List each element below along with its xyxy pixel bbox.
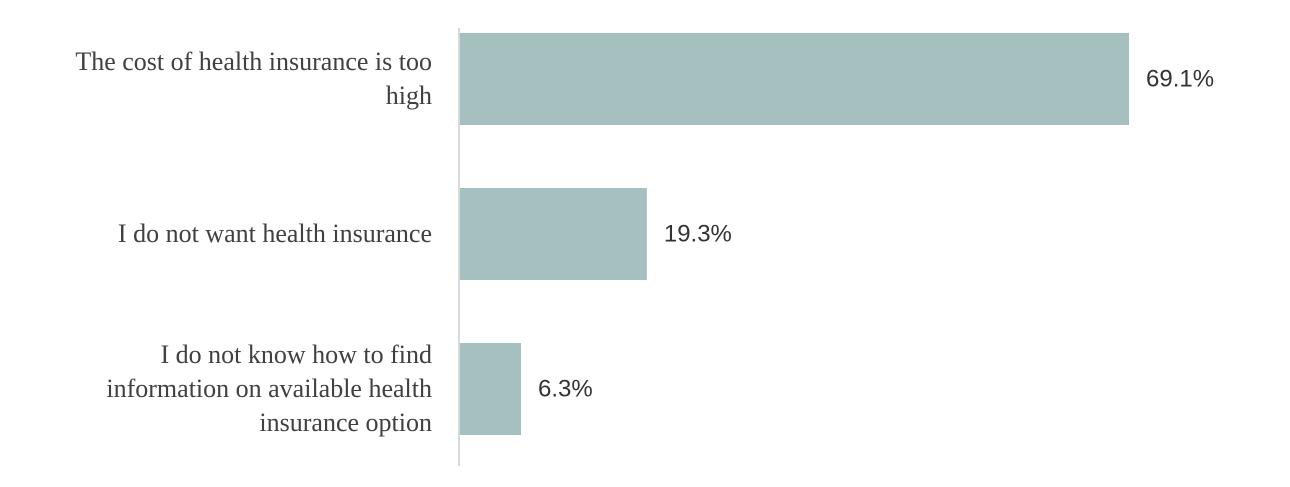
category-label: I do not know how to find information on… — [106, 340, 432, 437]
category-label: I do not want health insurance — [117, 219, 432, 248]
category-label: The cost of health insurance is too high — [75, 47, 432, 110]
value-label: 69.1% — [1146, 65, 1214, 92]
value-label: 19.3% — [664, 220, 732, 247]
bar — [460, 188, 647, 280]
value-label: 6.3% — [538, 375, 593, 402]
bar — [460, 343, 521, 435]
bar — [460, 33, 1129, 125]
